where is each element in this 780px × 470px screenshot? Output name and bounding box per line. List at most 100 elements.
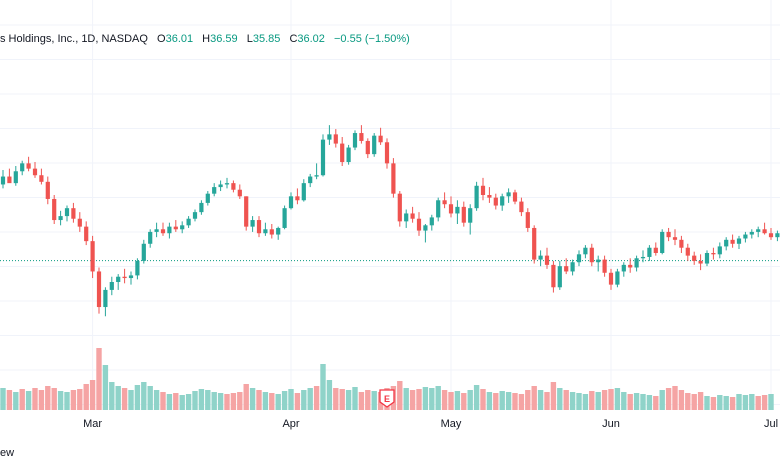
candle[interactable] [436, 197, 441, 222]
candle[interactable] [295, 188, 300, 205]
candle[interactable] [212, 183, 217, 197]
candle[interactable] [0, 169, 6, 189]
candle[interactable] [346, 144, 351, 165]
candle[interactable] [512, 189, 518, 205]
candle[interactable] [711, 247, 716, 260]
candle[interactable] [237, 184, 242, 199]
candlesticks[interactable] [0, 125, 780, 317]
candle[interactable] [263, 222, 268, 236]
candle[interactable] [493, 193, 498, 210]
candle[interactable] [186, 216, 191, 228]
candle[interactable] [109, 276, 114, 296]
candle[interactable] [724, 237, 729, 251]
candle[interactable] [487, 187, 492, 203]
candle[interactable] [359, 125, 364, 144]
candle[interactable] [698, 254, 703, 271]
candle[interactable] [506, 188, 511, 203]
candle[interactable] [71, 202, 76, 223]
candle[interactable] [692, 251, 697, 265]
candle[interactable] [596, 255, 601, 272]
candle[interactable] [154, 222, 159, 238]
candle[interactable] [301, 179, 306, 202]
candle[interactable] [352, 130, 358, 151]
candle[interactable] [602, 255, 607, 277]
candle[interactable] [544, 247, 550, 269]
candle[interactable] [135, 258, 140, 280]
candle[interactable] [340, 137, 345, 166]
candle[interactable] [564, 258, 569, 275]
candle[interactable] [736, 235, 742, 250]
candle[interactable] [404, 209, 409, 228]
attribution-text[interactable]: ew [0, 447, 15, 459]
candle[interactable] [653, 242, 658, 256]
candle[interactable] [372, 133, 377, 157]
candle[interactable] [442, 192, 447, 209]
candle[interactable] [308, 173, 313, 188]
candle[interactable] [64, 205, 70, 222]
candle[interactable] [775, 230, 780, 242]
candle[interactable] [474, 181, 479, 211]
candle[interactable] [615, 268, 620, 288]
candle[interactable] [224, 177, 230, 189]
candle[interactable] [532, 225, 537, 264]
candle[interactable] [327, 125, 332, 145]
candle[interactable] [244, 196, 249, 231]
candle[interactable] [20, 160, 25, 176]
candle[interactable] [461, 201, 466, 227]
candle[interactable] [660, 229, 665, 255]
candle[interactable] [519, 197, 524, 217]
candle[interactable] [429, 214, 434, 231]
candle[interactable] [551, 260, 556, 293]
candle[interactable] [640, 250, 646, 263]
candle[interactable] [116, 274, 121, 290]
candle[interactable] [45, 176, 50, 205]
candle[interactable] [333, 129, 338, 148]
candle[interactable] [58, 210, 63, 226]
candle[interactable] [90, 235, 95, 279]
candle[interactable] [192, 209, 198, 222]
candle[interactable] [538, 250, 543, 267]
candle[interactable] [180, 221, 185, 234]
candle[interactable] [576, 250, 582, 267]
candle[interactable] [717, 242, 722, 259]
candle[interactable] [141, 239, 146, 264]
candle[interactable] [314, 163, 319, 180]
candle[interactable] [730, 234, 735, 248]
candle[interactable] [704, 250, 710, 267]
candle[interactable] [276, 226, 281, 240]
candle[interactable] [608, 268, 614, 290]
candle[interactable] [199, 200, 204, 215]
candle[interactable] [26, 156, 31, 172]
candle[interactable] [666, 227, 671, 242]
candle[interactable] [256, 216, 262, 238]
candle[interactable] [397, 191, 402, 227]
candle[interactable] [84, 221, 89, 246]
earnings-markers[interactable]: EE [379, 389, 780, 408]
candle[interactable] [173, 220, 178, 232]
candle[interactable] [378, 127, 383, 145]
candle[interactable] [52, 195, 57, 224]
candle[interactable] [122, 268, 127, 284]
candle[interactable] [160, 222, 166, 236]
candle[interactable] [570, 259, 575, 276]
candle[interactable] [7, 168, 12, 184]
candle[interactable] [288, 192, 294, 210]
candle[interactable] [410, 206, 415, 223]
candle[interactable] [480, 177, 486, 201]
symbol-title[interactable]: s Holdings, Inc., 1D, NASDAQ [0, 33, 148, 45]
candle[interactable] [320, 134, 326, 177]
candle[interactable] [32, 162, 38, 178]
candle[interactable] [423, 224, 428, 243]
candle[interactable] [218, 180, 223, 192]
candle[interactable] [231, 180, 236, 193]
candle[interactable] [448, 196, 454, 218]
candle[interactable] [365, 138, 370, 159]
candle[interactable] [679, 235, 684, 253]
candle[interactable] [103, 287, 108, 317]
candle[interactable] [762, 222, 767, 235]
candle[interactable] [13, 166, 18, 186]
candle[interactable] [647, 245, 652, 261]
candle[interactable] [455, 200, 460, 224]
candle[interactable] [269, 224, 274, 239]
